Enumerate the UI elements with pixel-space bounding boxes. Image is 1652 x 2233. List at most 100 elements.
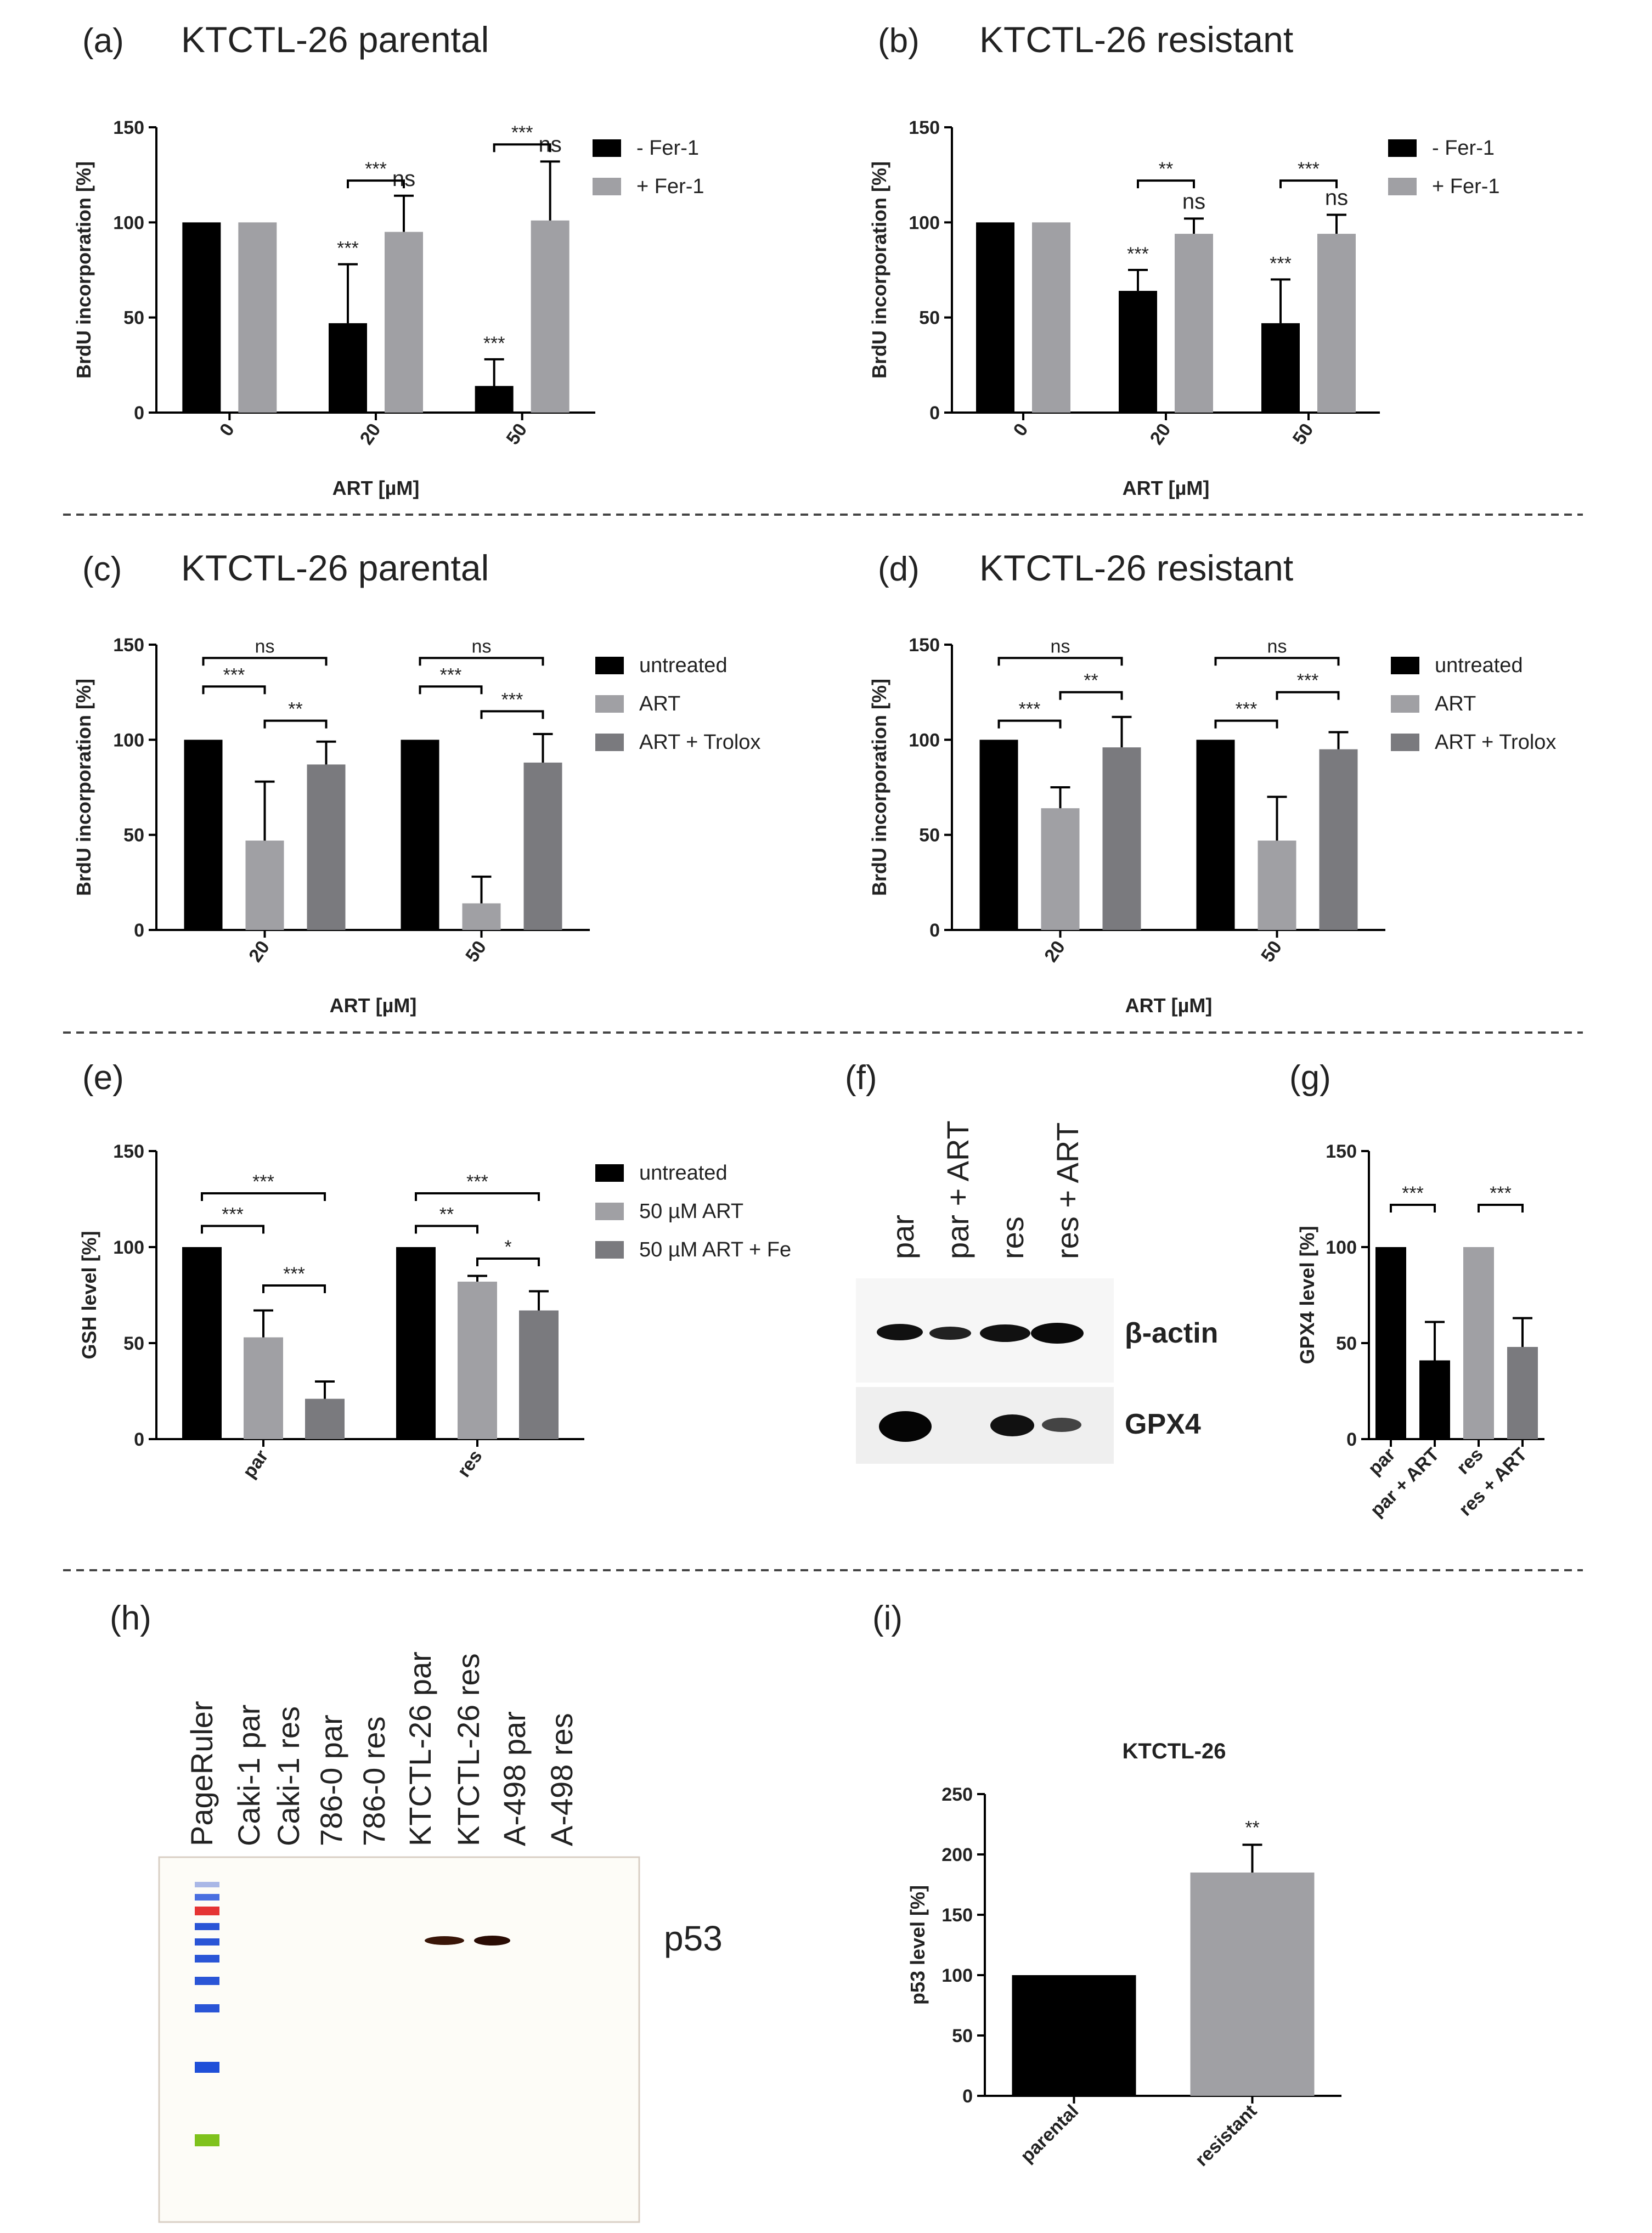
panel-c-bar-untreated-50: [401, 740, 439, 930]
panel-c-legend-label: untreated: [639, 654, 728, 677]
panel-b-bar-sig: ns: [1182, 189, 1205, 213]
panel-b-legend-swatch: [1388, 178, 1417, 195]
panel-a-bar--fer-1-20: [329, 323, 367, 413]
panel-a-bar--fer-1-0: [238, 222, 277, 413]
panel-e-sig-label: *: [504, 1237, 511, 1258]
blot-h-lane-3: Caki-1 res: [271, 1706, 306, 1846]
panel-c-y-tick-label: 50: [123, 825, 144, 846]
panel-e-bar-50-m-art-fe-par: [305, 1399, 345, 1439]
panel-a-bar--fer-1-50: [531, 220, 570, 413]
panel-b-bar--fer-1-20: [1175, 234, 1213, 413]
panel-c-sig-bracket: [202, 657, 328, 666]
panel-d-sig-bracket: [1214, 657, 1340, 666]
panel-g-y-tick-label: 150: [1326, 1141, 1357, 1162]
panel-e-legend-swatch: [595, 1203, 624, 1220]
panel-c-bar-art-trolox-50: [523, 762, 562, 930]
panel-h-label: (h): [110, 1599, 151, 1637]
panel-c-sig-label: ***: [223, 664, 245, 685]
blot-f-band-actin-1: [877, 1324, 923, 1340]
panel-d-legend-swatch: [1391, 695, 1419, 713]
panel-e-y-tick-label: 150: [113, 1141, 144, 1162]
blot-f-band-actin-3: [980, 1324, 1030, 1342]
panel-c-y-tick-label: 0: [134, 920, 144, 941]
panel-c-y-tick-label: 100: [113, 730, 144, 751]
panel-g-y-tick-label: 100: [1326, 1237, 1357, 1258]
panel-g-y-tick-label: 0: [1346, 1429, 1357, 1450]
panel-a-sig-label: ***: [511, 122, 533, 143]
panel-a: (a) KTCTL-26 parental 0 50 100 150 BrdU inco…: [72, 19, 704, 499]
panel-b-bar-sig: ***: [1270, 253, 1292, 274]
blot-f-band-actin-4: [1031, 1323, 1084, 1344]
panel-e-sig-bracket: [476, 1258, 540, 1266]
panel-d-sig-label: ns: [1267, 636, 1287, 657]
panel-d-bar-art-20: [1041, 808, 1080, 930]
panel-d-xlabel: ART [µM]: [1125, 994, 1213, 1017]
panel-a-legend-swatch: [593, 178, 621, 195]
panel-d-sig-label: **: [1084, 670, 1098, 691]
blot-h-band-ktctl-res: [474, 1936, 510, 1946]
panel-c-legend-label: ART: [639, 692, 680, 715]
blot-h-lane-7: KTCTL-26 res: [451, 1653, 486, 1846]
panel-b-label: (b): [878, 22, 920, 60]
panel-c-bar-art-50: [462, 903, 501, 930]
panel-d-legend-label: ART: [1435, 692, 1476, 715]
panel-e-legend-swatch: [595, 1241, 624, 1259]
panel-d-bar-art-trolox-50: [1319, 749, 1358, 930]
blot-f-band-actin-2: [929, 1327, 971, 1340]
panel-a-bar--fer-1-20: [385, 232, 423, 413]
panel-e-bar-50-m-art-fe-res: [519, 1310, 559, 1439]
panel-a-bar--fer-1-0: [182, 222, 221, 413]
panel-i-bar-resistant: [1190, 1873, 1315, 2096]
panel-e-sig-label: ***: [252, 1171, 274, 1192]
blot-f-label-actin: β-actin: [1125, 1317, 1218, 1349]
panel-a-legend-label: + Fer-1: [636, 175, 704, 198]
panel-b-y-tick-label: 100: [909, 212, 940, 233]
panel-i-y-tick-label: 200: [941, 1845, 973, 1865]
panel-g-bar-res-art: [1507, 1347, 1538, 1439]
panel-g-sig-bracket: [1478, 1204, 1524, 1213]
panel-d-sig-label: ***: [1297, 670, 1319, 691]
panel-i-title: KTCTL-26: [1123, 1739, 1226, 1763]
panel-g-bar-par: [1375, 1247, 1406, 1439]
panel-i-bar-sig: **: [1245, 1817, 1259, 1838]
blot-f-band-gpx4-1: [879, 1411, 932, 1442]
panel-e-sig-label: ***: [283, 1264, 305, 1284]
panel-b-bar--fer-1-20: [1119, 291, 1157, 413]
panel-e-bar-50-m-art-par: [244, 1337, 283, 1439]
panel-i-y-tick-label: 50: [952, 2026, 973, 2046]
panel-b-bar--fer-1-0: [976, 222, 1014, 413]
panel-d-sig-bracket: [1059, 691, 1123, 700]
panel-d-sig-bracket: [1276, 691, 1340, 700]
panel-a-ylabel: BrdU incorporation [%]: [72, 161, 95, 379]
blot-h-lane-9: A-498 res: [544, 1713, 579, 1846]
panel-c-bar-untreated-20: [184, 740, 223, 930]
blot-h-lane-1: PageRuler: [184, 1701, 219, 1846]
panel-g-label: (g): [1289, 1059, 1331, 1097]
panel-i-y-tick-label: 0: [962, 2086, 973, 2107]
panel-d-title: KTCTL-26 resistant: [979, 548, 1293, 588]
panel-b-sig-label: **: [1159, 159, 1173, 179]
panel-e-bar-untreated-res: [396, 1247, 436, 1439]
panel-d-y-tick-label: 50: [919, 825, 940, 846]
panel-g-sig-bracket: [1390, 1204, 1436, 1213]
panel-b-sig-label: ***: [1298, 159, 1320, 179]
panel-e-sig-bracket: [415, 1225, 478, 1234]
panel-b-y-tick-label: 150: [909, 117, 940, 138]
panel-c-sig-bracket: [263, 719, 328, 729]
panel-i-y-tick-label: 100: [941, 1965, 973, 1986]
blot-f-band-gpx4-4: [1042, 1418, 1081, 1432]
panel-b-bar--fer-1-0: [1032, 222, 1070, 413]
panel-b-legend-label: - Fer-1: [1432, 137, 1495, 160]
blot-h-membrane: [158, 1856, 640, 2223]
panel-g-ylabel: GPX4 level [%]: [1296, 1226, 1318, 1364]
panel-a-y-tick-label: 100: [113, 212, 144, 233]
panel-c-sig-bracket: [202, 685, 266, 695]
panel-i-y-tick-label: 150: [941, 1905, 973, 1926]
panel-b-y-tick-label: 0: [929, 403, 940, 424]
panel-e-label: (e): [82, 1059, 124, 1097]
panel-a-title: KTCTL-26 parental: [181, 19, 489, 60]
